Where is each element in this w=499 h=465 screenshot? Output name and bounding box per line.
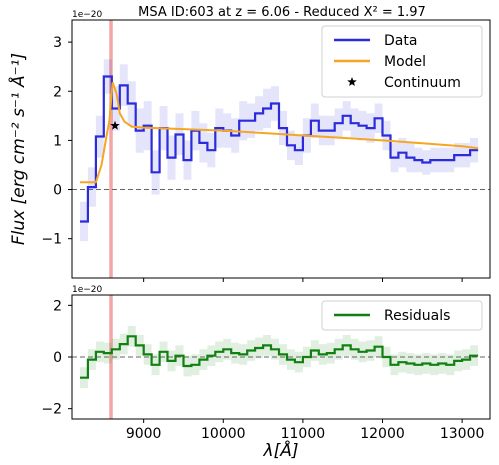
flux-legend-box xyxy=(321,25,483,98)
residuals-series xyxy=(80,335,479,379)
top-scale-note: 1e−20 xyxy=(72,10,103,20)
x-tick-label: 10000 xyxy=(201,426,246,442)
bottom-scale-note: 1e−20 xyxy=(72,285,103,295)
legend-label-model: Model xyxy=(384,54,426,70)
x-tick-label: 11000 xyxy=(281,426,326,442)
model-series xyxy=(80,82,479,184)
legend-label-residuals: Residuals xyxy=(384,308,450,324)
legend-label-continuum: Continuum xyxy=(384,75,461,91)
flux-legend: Data Model Continuum xyxy=(321,25,483,98)
y-tick-label: −2 xyxy=(41,402,62,418)
x-tick-label: 13000 xyxy=(440,426,485,442)
x-tick-label: 12000 xyxy=(360,426,405,442)
flux-panel: MSA ID:603 at z = 6.06 - Reduced X² = 1.… xyxy=(7,5,491,282)
x-axis-label: λ[Å] xyxy=(263,439,299,461)
x-tick-label: 9000 xyxy=(126,426,162,442)
chart-title: MSA ID:603 at z = 6.06 - Reduced X² = 1.… xyxy=(138,5,426,20)
y-tick-label: 3 xyxy=(53,35,62,51)
residuals-plot-frame xyxy=(71,294,491,420)
y-tick-label: −1 xyxy=(41,232,62,248)
legend-marker-continuum xyxy=(347,77,357,86)
y-tick-label: 0 xyxy=(53,183,62,199)
flux-plot-frame xyxy=(71,19,491,279)
legend-label-data: Data xyxy=(384,33,417,49)
y-tick-label: 2 xyxy=(53,298,62,314)
y-tick-label: 0 xyxy=(53,350,62,366)
residuals-legend: Residuals xyxy=(321,300,483,331)
y-tick-label: 1 xyxy=(53,133,62,149)
continuum-point xyxy=(110,120,120,130)
flux-plot-area: −1 0 1 2 3 xyxy=(41,20,490,282)
y-tick-label: 2 xyxy=(53,84,62,100)
data-error-band xyxy=(80,59,479,242)
resid-legend-box xyxy=(321,300,483,331)
residuals-error-band xyxy=(80,326,479,388)
y-axis-label: Flux [erg cm⁻² s⁻¹ Å⁻¹] xyxy=(7,53,29,245)
residuals-plot-area: −2 0 2 9000 10000 11000 12000 13000 xyxy=(41,295,490,442)
